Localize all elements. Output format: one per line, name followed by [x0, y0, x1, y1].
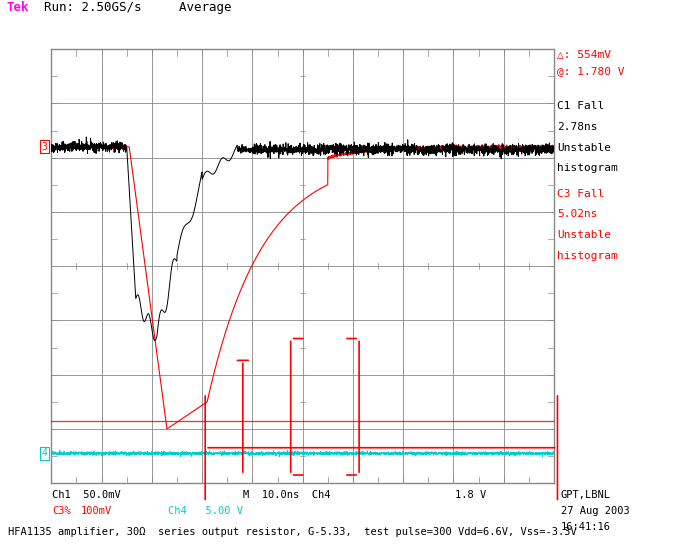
Text: Tek: Tek	[7, 1, 29, 14]
Text: 27 Aug 2003: 27 Aug 2003	[561, 506, 630, 517]
Text: C3%: C3%	[52, 506, 70, 517]
Text: Ch1  50.0mV: Ch1 50.0mV	[52, 490, 121, 500]
Text: HFA1135 amplifier, 30Ω  series output resistor, G-5.33,  test pulse=300 Vdd=6.6V: HFA1135 amplifier, 30Ω series output res…	[8, 526, 577, 537]
Text: C3 Fall: C3 Fall	[557, 188, 605, 199]
Text: histogram: histogram	[557, 163, 618, 174]
Text: histogram: histogram	[557, 251, 618, 261]
Text: 100mV: 100mV	[81, 506, 112, 517]
Text: 5.02ns: 5.02ns	[557, 209, 598, 219]
Text: Unstable: Unstable	[557, 143, 611, 153]
Text: 3: 3	[42, 142, 47, 152]
Text: @: 1.780 V: @: 1.780 V	[557, 66, 625, 76]
Text: 16:41:16: 16:41:16	[561, 521, 611, 532]
Text: 2.78ns: 2.78ns	[557, 122, 598, 132]
Text: C1 Fall: C1 Fall	[557, 101, 605, 111]
Text: 4: 4	[42, 448, 47, 459]
Text: 1.8 V: 1.8 V	[455, 490, 486, 500]
Text: Run: 2.50GS/s     Average: Run: 2.50GS/s Average	[44, 1, 232, 14]
Text: Ch4   5.00 V: Ch4 5.00 V	[168, 506, 243, 517]
Text: M  10.0ns  Ch4: M 10.0ns Ch4	[243, 490, 330, 500]
Text: △: 554mV: △: 554mV	[557, 49, 611, 60]
Text: Unstable: Unstable	[557, 230, 611, 240]
Text: GPT,LBNL: GPT,LBNL	[561, 490, 611, 500]
